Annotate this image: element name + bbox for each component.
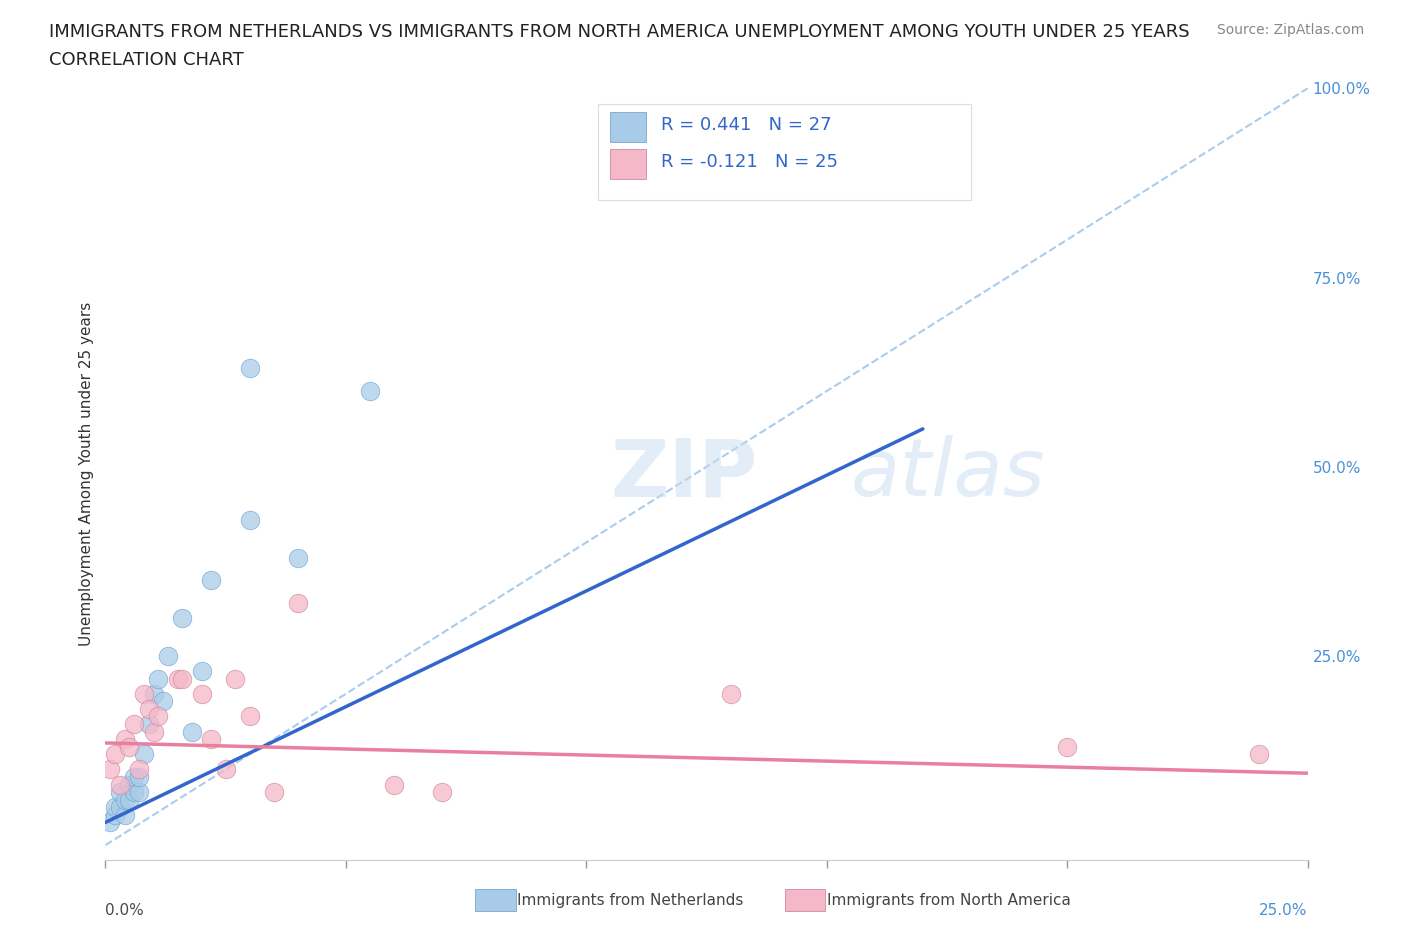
Point	[156, 648, 179, 663]
Point	[128, 769, 150, 784]
Point	[239, 361, 262, 376]
Point	[172, 611, 194, 626]
Point	[128, 762, 150, 777]
Point	[1056, 739, 1078, 754]
Point	[138, 701, 160, 716]
Point	[190, 686, 212, 701]
Point	[152, 694, 174, 709]
Point	[118, 739, 141, 754]
Point	[287, 551, 309, 565]
Point	[224, 671, 246, 686]
Point	[132, 686, 155, 701]
Point	[98, 815, 121, 830]
Point	[1249, 747, 1271, 762]
Point	[114, 792, 136, 807]
Point	[720, 686, 742, 701]
Point	[200, 732, 222, 747]
Text: CORRELATION CHART: CORRELATION CHART	[49, 51, 245, 69]
Text: 0.0%: 0.0%	[105, 903, 145, 918]
Y-axis label: Unemployment Among Youth under 25 years: Unemployment Among Youth under 25 years	[79, 302, 94, 646]
Text: Source: ZipAtlas.com: Source: ZipAtlas.com	[1216, 23, 1364, 37]
Point	[128, 785, 150, 800]
Point	[98, 762, 121, 777]
Point	[359, 383, 381, 398]
Point	[190, 664, 212, 679]
Point	[132, 747, 155, 762]
Text: R = -0.121   N = 25: R = -0.121 N = 25	[661, 153, 838, 171]
Point	[138, 717, 160, 732]
Text: R = 0.441   N = 27: R = 0.441 N = 27	[661, 116, 831, 135]
Text: IMMIGRANTS FROM NETHERLANDS VS IMMIGRANTS FROM NORTH AMERICA UNEMPLOYMENT AMONG : IMMIGRANTS FROM NETHERLANDS VS IMMIGRANT…	[49, 23, 1189, 41]
Point	[118, 792, 141, 807]
Point	[108, 800, 131, 815]
Text: atlas: atlas	[851, 435, 1046, 513]
Point	[142, 686, 165, 701]
Point	[200, 573, 222, 588]
Point	[239, 512, 262, 527]
Point	[108, 785, 131, 800]
Point	[166, 671, 188, 686]
Point	[124, 717, 146, 732]
Point	[142, 724, 165, 739]
Point	[239, 709, 262, 724]
Point	[124, 785, 146, 800]
Point	[108, 777, 131, 792]
Text: Immigrants from North America: Immigrants from North America	[827, 893, 1070, 908]
FancyBboxPatch shape	[599, 104, 972, 200]
Point	[104, 747, 127, 762]
Point	[114, 807, 136, 822]
Text: ZIP: ZIP	[610, 435, 758, 513]
Point	[263, 785, 285, 800]
Point	[214, 762, 236, 777]
Point	[148, 709, 170, 724]
Point	[148, 671, 170, 686]
Point	[287, 595, 309, 610]
Point	[430, 785, 453, 800]
Text: Immigrants from Netherlands: Immigrants from Netherlands	[517, 893, 744, 908]
Point	[382, 777, 405, 792]
Point	[118, 777, 141, 792]
Point	[104, 800, 127, 815]
Point	[104, 807, 127, 822]
Bar	[610, 149, 647, 179]
Point	[114, 732, 136, 747]
Point	[181, 724, 204, 739]
Point	[172, 671, 194, 686]
Point	[124, 769, 146, 784]
Bar	[610, 112, 647, 142]
Text: 25.0%: 25.0%	[1260, 903, 1308, 918]
